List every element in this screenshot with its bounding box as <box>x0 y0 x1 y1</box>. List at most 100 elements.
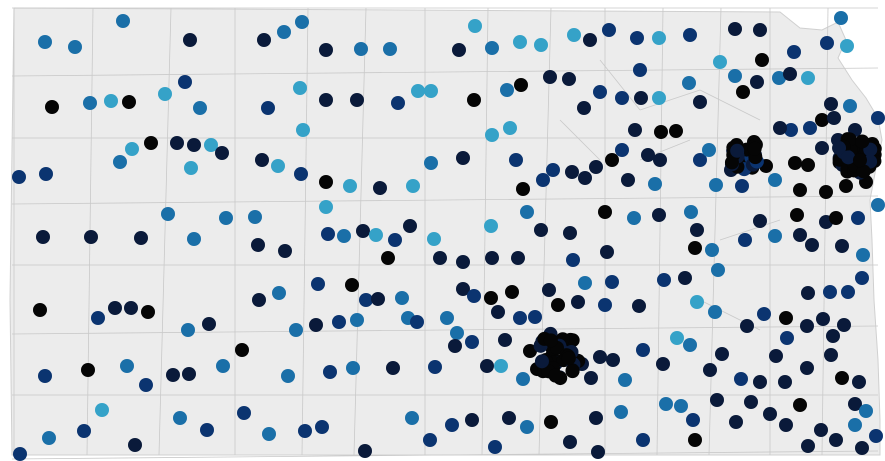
location-marker <box>68 40 82 54</box>
location-marker <box>835 239 849 253</box>
location-marker <box>332 315 346 329</box>
location-marker <box>36 230 50 244</box>
location-marker <box>187 138 201 152</box>
location-marker <box>467 289 481 303</box>
location-marker <box>528 310 542 324</box>
location-marker <box>705 243 719 257</box>
location-marker <box>502 411 516 425</box>
location-marker <box>125 142 139 156</box>
location-marker <box>598 298 612 312</box>
location-marker <box>747 141 762 156</box>
location-marker <box>686 413 700 427</box>
county-boundary-vertical <box>301 7 309 456</box>
location-marker <box>543 70 557 84</box>
location-marker <box>693 95 707 109</box>
location-marker <box>801 286 815 300</box>
location-marker <box>848 397 862 411</box>
location-marker <box>383 42 397 56</box>
location-marker <box>840 39 854 53</box>
location-marker <box>801 158 815 172</box>
location-marker <box>628 123 642 137</box>
location-marker <box>773 121 787 135</box>
location-marker <box>294 167 308 181</box>
location-marker <box>859 404 873 418</box>
location-marker <box>91 311 105 325</box>
location-marker <box>768 229 782 243</box>
location-marker <box>321 227 335 241</box>
location-marker <box>534 354 549 369</box>
location-marker <box>261 101 275 115</box>
location-marker <box>713 55 727 69</box>
location-marker <box>753 214 767 228</box>
location-marker <box>815 113 829 127</box>
location-marker <box>144 136 158 150</box>
location-marker <box>116 14 130 28</box>
location-marker <box>589 160 603 174</box>
location-marker <box>805 238 819 252</box>
location-marker <box>855 134 870 149</box>
location-marker <box>388 233 402 247</box>
location-marker <box>494 359 508 373</box>
location-marker <box>480 359 494 373</box>
location-marker <box>513 35 527 49</box>
location-marker <box>534 38 548 52</box>
location-marker <box>618 373 632 387</box>
location-marker <box>456 255 470 269</box>
location-marker <box>298 424 312 438</box>
county-boundary-vertical <box>708 7 722 456</box>
location-marker <box>440 311 454 325</box>
location-marker <box>277 25 291 39</box>
location-marker <box>345 278 359 292</box>
location-marker <box>428 360 442 374</box>
location-marker <box>323 365 337 379</box>
location-marker <box>33 303 47 317</box>
location-marker <box>652 91 666 105</box>
location-marker <box>237 406 251 420</box>
location-marker <box>693 153 707 167</box>
location-marker <box>783 67 797 81</box>
location-marker <box>688 433 702 447</box>
county-boundary-vertical <box>481 7 489 456</box>
location-marker <box>465 413 479 427</box>
location-marker <box>801 71 815 85</box>
location-marker <box>543 333 558 348</box>
location-marker <box>652 31 666 45</box>
location-marker <box>139 378 153 392</box>
location-marker <box>38 369 52 383</box>
location-marker <box>104 94 118 108</box>
location-marker <box>669 124 683 138</box>
location-marker <box>779 311 793 325</box>
location-marker <box>708 305 722 319</box>
location-marker <box>513 311 527 325</box>
location-marker <box>516 372 530 386</box>
location-marker <box>602 23 616 37</box>
county-boundary <box>599 59 641 111</box>
location-marker <box>566 253 580 267</box>
location-marker <box>763 407 777 421</box>
location-marker <box>456 151 470 165</box>
location-marker <box>709 178 723 192</box>
location-marker <box>736 85 750 99</box>
location-marker <box>83 96 97 110</box>
location-marker <box>787 45 801 59</box>
location-marker <box>814 423 828 437</box>
location-marker <box>654 125 668 139</box>
location-marker <box>744 395 758 409</box>
location-marker <box>500 83 514 97</box>
location-marker <box>630 31 644 45</box>
location-marker <box>678 271 692 285</box>
location-marker <box>403 219 417 233</box>
location-marker <box>13 447 27 461</box>
location-marker <box>450 326 464 340</box>
location-marker <box>187 232 201 246</box>
location-marker <box>358 444 372 458</box>
location-marker <box>120 359 134 373</box>
location-marker <box>315 420 329 434</box>
location-marker <box>319 175 333 189</box>
location-marker <box>703 363 717 377</box>
location-marker <box>452 43 466 57</box>
location-marker <box>204 138 218 152</box>
location-marker <box>84 230 98 244</box>
location-marker <box>563 226 577 240</box>
location-marker <box>293 81 307 95</box>
